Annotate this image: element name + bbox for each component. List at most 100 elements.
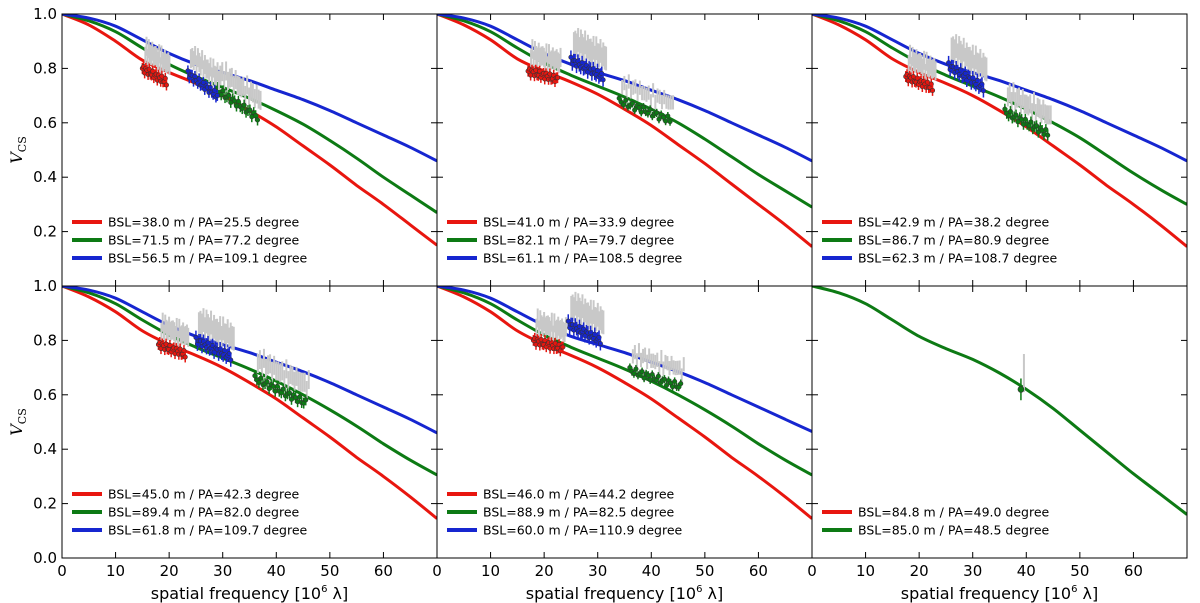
data-point — [303, 397, 309, 403]
data-point — [258, 375, 264, 381]
data-point — [163, 82, 169, 88]
model-curve-blue — [62, 14, 437, 163]
legend-label: BSL=61.1 m / PA=108.5 degree — [483, 251, 683, 266]
panel-frame — [811, 285, 1188, 559]
x-tick-label: 40 — [267, 562, 286, 580]
x-tick-label: 60 — [1124, 562, 1143, 580]
legend-label: BSL=60.0 m / PA=110.9 degree — [483, 523, 683, 538]
x-tick-label: 50 — [1070, 562, 1089, 580]
data-point — [214, 92, 220, 98]
model-curve-green — [437, 14, 812, 209]
x-tick-label: 30 — [963, 562, 982, 580]
data-point — [182, 354, 188, 360]
x-tick-label: 30 — [588, 562, 607, 580]
y-tick-label: 1.0 — [33, 5, 57, 23]
legend-label: BSL=41.0 m / PA=33.9 degree — [483, 215, 675, 230]
data-point — [649, 371, 655, 377]
model-curve-blue — [62, 286, 437, 435]
y-axis-label: VCS — [7, 408, 29, 436]
data-point — [297, 394, 303, 400]
panel-p2: BSL=41.0 m / PA=33.9 degree BSL=82.1 m / … — [437, 14, 812, 266]
panel-frames — [61, 13, 1188, 559]
x-tick-label: 50 — [695, 562, 714, 580]
x-tick-label: 30 — [213, 562, 232, 580]
data-point — [555, 75, 561, 81]
data-point — [286, 390, 292, 396]
data-point — [1028, 119, 1034, 125]
data-point — [653, 377, 659, 383]
y-tick-label: 1.0 — [33, 277, 57, 295]
x-tick-label: 0 — [432, 562, 442, 580]
legend-label: BSL=86.7 m / PA=80.9 degree — [858, 233, 1050, 248]
data-point — [228, 357, 234, 363]
legend-label: BSL=45.0 m / PA=42.3 degree — [108, 487, 300, 502]
data-point — [654, 110, 660, 116]
data-point — [633, 366, 639, 372]
data-point — [1043, 127, 1049, 133]
y-tick-label: 0.2 — [33, 223, 57, 241]
x-tick-label: 20 — [910, 562, 929, 580]
data-point — [629, 100, 635, 106]
legend-label: BSL=82.1 m / PA=79.7 degree — [483, 233, 675, 248]
x-tick-label: 0 — [57, 562, 67, 580]
x-tick-label: 10 — [106, 562, 125, 580]
legend-label: BSL=56.5 m / PA=109.1 degree — [108, 251, 308, 266]
data-point — [621, 102, 627, 108]
x-tick-label: 20 — [535, 562, 554, 580]
legend-label: BSL=88.9 m / PA=82.5 degree — [483, 505, 675, 520]
data-point — [655, 373, 661, 379]
x-tick-label: 40 — [1017, 562, 1036, 580]
model-curve-green — [812, 286, 1187, 516]
data-point — [980, 88, 986, 94]
legend-label: BSL=84.8 m / PA=49.0 degree — [858, 505, 1050, 520]
legend-label: BSL=85.0 m / PA=48.5 degree — [858, 523, 1050, 538]
data-point — [663, 382, 669, 388]
data-point — [667, 119, 673, 125]
y-tick-label: 0.6 — [33, 114, 57, 132]
x-tick-label: 60 — [374, 562, 393, 580]
y-tick-label: 0.4 — [33, 168, 57, 186]
data-point — [255, 117, 261, 123]
model-curve-blue — [437, 286, 812, 433]
data-point — [656, 116, 662, 122]
legend-label: BSL=42.9 m / PA=38.2 degree — [858, 215, 1050, 230]
legend-label: BSL=61.8 m / PA=109.7 degree — [108, 523, 308, 538]
data-point — [640, 104, 646, 110]
x-tick-label: 50 — [320, 562, 339, 580]
panel-p5: BSL=46.0 m / PA=44.2 degree BSL=88.9 m / … — [437, 286, 812, 538]
x-axis-label: spatial frequency [106 λ] — [151, 584, 348, 603]
data-point — [1017, 386, 1025, 393]
model-curve-red — [62, 14, 437, 247]
data-point — [597, 341, 603, 347]
x-tick-label: 20 — [160, 562, 179, 580]
axis-labels: 1.0 0.8 0.6 0.4 0.2 VCS 1.0 0.8 0.6 0.4 0.2 0.0 VCS 0… — [7, 5, 1143, 603]
data-point — [560, 344, 566, 350]
y-tick-label: 0.2 — [33, 495, 57, 513]
data-point — [930, 87, 936, 93]
data-point — [226, 92, 232, 98]
data-point — [616, 95, 622, 101]
data-point — [665, 113, 671, 119]
data-point — [678, 381, 684, 387]
data-point — [623, 97, 629, 103]
model-curve-green — [62, 286, 437, 477]
x-tick-label: 0 — [807, 562, 817, 580]
legend-label: BSL=46.0 m / PA=44.2 degree — [483, 487, 675, 502]
y-tick-label: 0.8 — [33, 331, 57, 349]
data-point — [661, 376, 667, 382]
model-curve-green — [437, 286, 812, 477]
legend-label: BSL=62.3 m / PA=108.7 degree — [858, 251, 1058, 266]
data-point — [632, 107, 638, 113]
y-tick-label: 0.6 — [33, 386, 57, 404]
panel-p1: BSL=38.0 m / PA=25.5 degree BSL=71.5 m / … — [62, 14, 437, 266]
data-point — [641, 375, 647, 381]
data-point — [264, 379, 270, 385]
data-point — [280, 386, 286, 392]
x-tick-label: 60 — [749, 562, 768, 580]
data-point — [600, 77, 606, 83]
model-curve-red — [62, 286, 437, 520]
data-point — [647, 106, 653, 112]
data-point — [1013, 112, 1019, 118]
y-axis-label: VCS — [7, 136, 29, 164]
